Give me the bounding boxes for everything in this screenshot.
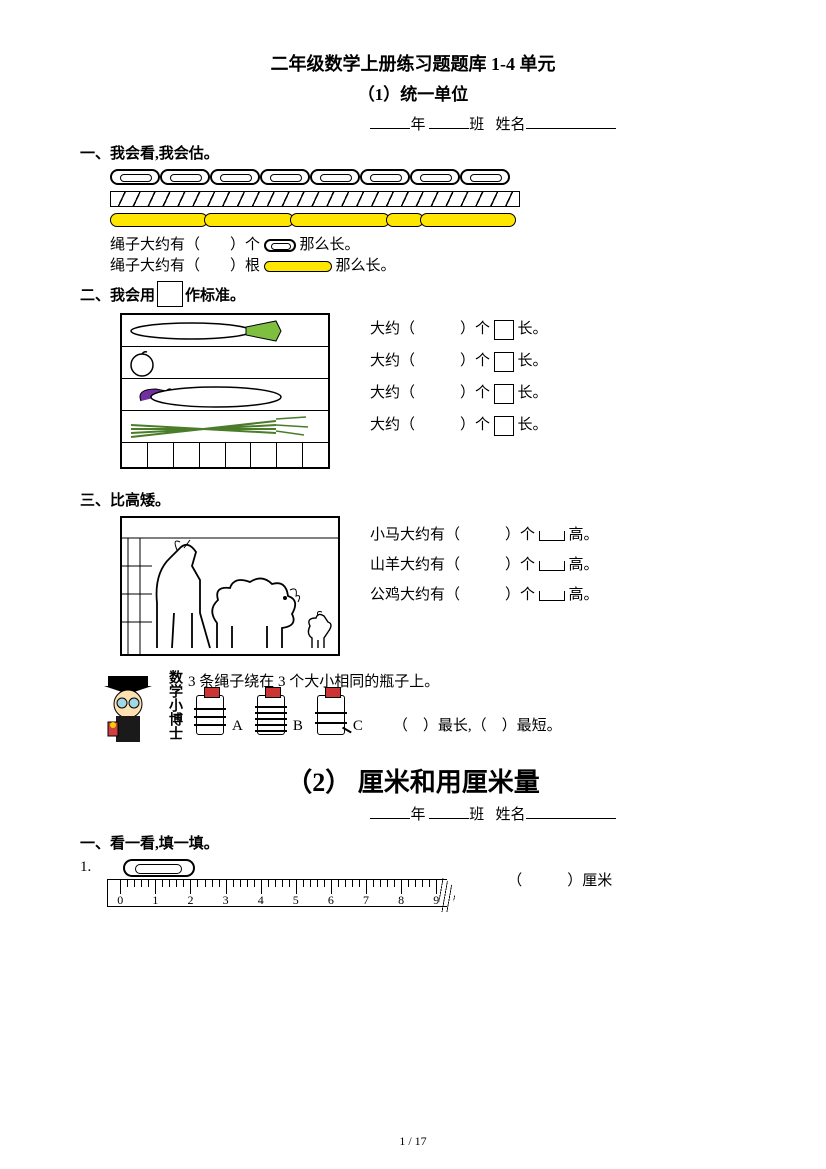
section2-answers: 大约（ ）个 长。 大约（ ）个 长。 大约（ ）个 长。 大约（ ）个 长。 — [370, 313, 548, 441]
ruler-tick-label: 1 — [152, 893, 158, 908]
doc-subtitle: （1）统一单位 — [80, 80, 746, 105]
yellow-icon — [264, 261, 332, 272]
doctor-icon — [100, 670, 160, 748]
section3-answers: 小马大约有（ ）个 高。 山羊大约有（ ）个 高。 公鸡大约有（ ）个 高。 — [370, 516, 599, 656]
ruler-tick-label: 7 — [363, 893, 369, 908]
ruler-tick-label: 5 — [293, 893, 299, 908]
animals-figure — [120, 516, 340, 656]
ruler-tick-label: 4 — [258, 893, 264, 908]
section3-head: 三、比高矮。 — [80, 489, 746, 510]
year-label: 年 — [410, 117, 425, 133]
carrot-icon — [126, 317, 324, 345]
apple-icon — [126, 349, 166, 377]
part2-title: （2） 厘米和用厘米量 — [80, 762, 746, 799]
unit-ruler — [122, 443, 328, 467]
part2-s1-head: 一、看一看,填一填。 — [80, 832, 746, 853]
name-label: 姓名 — [496, 117, 526, 133]
ruler-tick-label: 2 — [187, 893, 193, 908]
ruler-tick-label: 6 — [328, 893, 334, 908]
bottle-b — [257, 695, 285, 735]
unit-square-icon — [157, 281, 183, 307]
doctor-label: 数学小博士 — [166, 670, 182, 740]
page-number: 1 / 17 — [0, 1134, 826, 1149]
section2-head: 二、我会用 作标准。 — [80, 281, 746, 307]
yellow-segments — [110, 213, 746, 227]
section1-head: 一、我会看,我会估。 — [80, 142, 746, 163]
bottle-a — [196, 695, 224, 735]
celery-icon — [126, 413, 324, 441]
class-label: 班 — [469, 117, 484, 133]
ruler-tick-label: 9 — [433, 893, 439, 908]
ruler-figure: 0 1 2 3 4 5 6 7 8 9 — [107, 859, 447, 907]
header-blanks-2: 年 班 姓名 — [240, 803, 746, 824]
clip-icon — [264, 239, 296, 252]
q1-number: 1. — [80, 859, 91, 876]
vegetable-grid — [120, 313, 330, 469]
doctor-question: （ ）最长,（ ）最短。 — [393, 714, 562, 735]
eggplant-icon — [126, 381, 324, 409]
bottles-row: A B C （ ）最长,（ ）最短。 — [188, 695, 746, 735]
ruler-tick-label: 3 — [223, 893, 229, 908]
header-blanks: 年 班 姓名 — [240, 113, 746, 134]
bottle-c — [317, 695, 345, 735]
doc-title: 二年级数学上册练习题题库 1-4 单元 — [80, 50, 746, 76]
q1-answer: （ ）厘米 — [507, 869, 612, 890]
paperclip-row — [110, 169, 746, 185]
rope-hatched — [110, 191, 520, 207]
s1-line1: 绳子大约有（ ）个 那么长。 — [110, 233, 746, 254]
ruler-tick-label: 0 — [117, 893, 123, 908]
ruler-tick-label: 8 — [398, 893, 404, 908]
s1-line2: 绳子大约有（ ）根 那么长。 — [110, 254, 746, 275]
